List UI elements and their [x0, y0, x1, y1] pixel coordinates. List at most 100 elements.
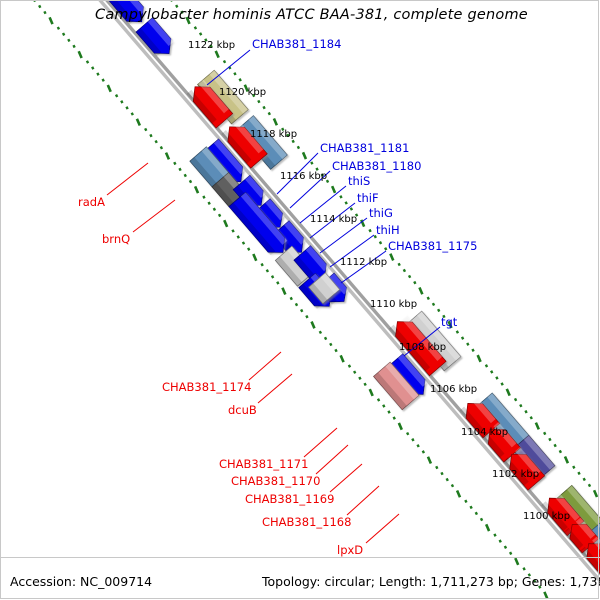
axis-tick-label: 1102 kbp [492, 469, 540, 480]
ruler-left-dot [368, 228, 372, 233]
ruler-left-dot [262, 105, 266, 110]
leader-line [106, 162, 149, 196]
axis-tick-label: 1120 kbp [219, 87, 267, 98]
gene-label-CHAB381_1184[interactable]: CHAB381_1184 [252, 37, 342, 51]
ruler-right-dot [178, 167, 182, 172]
ruler-left-dot [281, 127, 285, 132]
gene-red-5[interactable] [503, 447, 546, 491]
gene-highlight [471, 396, 496, 424]
gene-label-CHAB381_1180[interactable]: CHAB381_1180 [332, 159, 422, 173]
gene-red-2[interactable] [221, 119, 268, 169]
gene-red-7[interactable] [563, 517, 600, 554]
gene-highlight [397, 353, 428, 387]
ruler-right-dot [543, 591, 549, 600]
gene-shade [298, 283, 322, 309]
ruler-left-dot [344, 201, 348, 205]
gene-red-8[interactable] [580, 536, 600, 593]
gene-label-thiG[interactable]: thiG [369, 206, 393, 220]
gene-highlight [575, 517, 596, 539]
gene-label-thiF[interactable]: thiF [357, 191, 379, 205]
gene-label-lpxD[interactable]: lpxD [337, 543, 364, 557]
gene-label-thiS[interactable]: thiS [348, 174, 371, 188]
gene-shade [189, 157, 217, 187]
ruler-left-dot [251, 93, 256, 98]
gene-shade [389, 324, 431, 372]
leader-line [257, 373, 293, 404]
ruler-right-dot [474, 511, 478, 516]
gene-arrows-group[interactable] [68, 0, 600, 600]
ruler-right-dot [397, 422, 403, 431]
ruler-left-dot [471, 348, 475, 352]
gene-body[interactable] [228, 191, 286, 253]
ruler-left-dot [529, 416, 533, 420]
ruler-right-dot [508, 551, 513, 556]
gene-label-CHAB381_1168[interactable]: CHAB381_1168 [262, 515, 352, 529]
ruler-right-dot [281, 287, 287, 296]
gene-label-CHAB381_1171[interactable]: CHAB381_1171 [219, 457, 309, 471]
ruler-right-dot [223, 219, 229, 228]
gene-shade [275, 256, 302, 287]
gene-dcuB[interactable] [389, 314, 447, 377]
gene-shade [580, 546, 600, 574]
ruler-left-dot [577, 471, 581, 476]
gene-body[interactable] [192, 86, 234, 129]
gene-top-3[interactable] [108, 0, 147, 25]
ruler-left-dot [505, 388, 511, 397]
ruler-right-dot [334, 348, 338, 353]
gene-label-CHAB381_1174[interactable]: CHAB381_1174 [162, 380, 252, 394]
gene-highlight [320, 272, 340, 294]
ruler-left-dot [175, 4, 179, 8]
ruler-left-dot [267, 111, 271, 116]
ruler-left-dot [170, 0, 174, 2]
ruler-right-dot [270, 275, 275, 279]
ruler-right-dot [202, 195, 206, 199]
ruler-right-dot [353, 370, 357, 374]
gene-thiH[interactable] [228, 191, 288, 256]
axis-tick-label: 1110 kbp [370, 299, 418, 310]
ruler-left-dot [418, 286, 424, 295]
ruler-right-dot [265, 269, 270, 273]
ruler-right-dot [130, 112, 134, 116]
ruler-right-dot [154, 139, 158, 144]
gene-gray-2[interactable] [308, 272, 341, 305]
gene-highlight [245, 175, 266, 198]
gene-label-dcuB[interactable]: dcuB [228, 403, 257, 417]
gene-label-thiH[interactable]: thiH [376, 223, 400, 237]
ruler-right-dot [455, 490, 462, 498]
gene-label-brnQ[interactable]: brnQ [102, 232, 131, 246]
gene-tgt[interactable] [373, 361, 420, 411]
gene-label-tgt[interactable]: tgt [441, 315, 458, 329]
gene-CHAB381_1175[interactable] [293, 245, 329, 282]
ruler-right-dot [323, 336, 328, 341]
gene-label-CHAB381_1170[interactable]: CHAB381_1170 [231, 474, 321, 488]
gene-CHAB381_1184[interactable] [135, 17, 174, 57]
ruler-right-dot [411, 438, 415, 442]
gene-label-CHAB381_1181[interactable]: CHAB381_1181 [320, 141, 410, 155]
ruler-left-dot [193, 26, 198, 30]
leader-line [276, 152, 319, 195]
ruler-right-dot [329, 342, 333, 347]
gene-shade [481, 432, 505, 458]
ruler-right-dot [252, 253, 258, 262]
gene-label-radA[interactable]: radA [78, 195, 105, 209]
gene-highlight [329, 273, 349, 295]
ruler-left-dot [384, 247, 388, 251]
gene-body[interactable] [227, 126, 268, 169]
ruler-left-dot [296, 145, 301, 150]
ruler-right-dot [231, 229, 235, 233]
leader-line [132, 199, 176, 233]
gene-CHAB381_1181[interactable] [189, 146, 230, 188]
gene-red-1[interactable] [186, 79, 234, 129]
ruler-left-dot [500, 382, 504, 386]
ruler-left-dot [233, 72, 237, 76]
gene-shade [228, 202, 276, 256]
gene-label-CHAB381_1175[interactable]: CHAB381_1175 [388, 239, 478, 253]
ruler-right-dot [106, 84, 112, 93]
ruler-left-dot [553, 443, 557, 448]
ruler-left-dot [349, 207, 354, 211]
gene-label-CHAB381_1169[interactable]: CHAB381_1169 [245, 492, 335, 506]
gene-highlight [147, 17, 174, 46]
ruler-right-dot [120, 100, 124, 104]
